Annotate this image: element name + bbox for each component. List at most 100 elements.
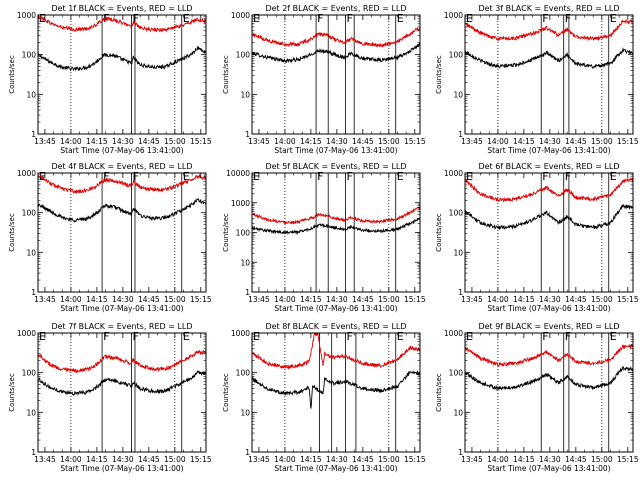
event-marker-label: F <box>565 12 571 25</box>
y-tick-label: 100 <box>22 369 37 378</box>
event-marker-label: E <box>466 330 473 343</box>
series-line-events <box>37 198 207 223</box>
series-line-lld <box>251 332 421 370</box>
x-tick-label: 14:00 <box>60 137 82 146</box>
x-tick-label: 15:00 <box>378 295 400 304</box>
x-tick-label: 14:45 <box>565 137 587 146</box>
x-tick-label: 14:00 <box>60 295 82 304</box>
x-tick-label: 14:15 <box>86 455 108 464</box>
x-tick-label: 14:30 <box>326 295 348 304</box>
series-line-events <box>464 204 634 231</box>
event-marker-label: E <box>610 330 617 343</box>
y-tick-label: 100 <box>449 209 464 218</box>
y-tick-label: 100 <box>236 369 251 378</box>
y-tick-label: 1000 <box>17 169 36 178</box>
x-tick-label: 13:45 <box>248 455 270 464</box>
x-tick-label: 14:30 <box>112 455 134 464</box>
y-tick-label: 1 <box>458 130 463 139</box>
plot-frame <box>251 332 421 453</box>
y-tick-label: 10 <box>240 258 250 267</box>
x-tick-label: 13:45 <box>248 137 270 146</box>
plot-frame <box>464 14 634 135</box>
plot-frame <box>37 14 207 135</box>
event-marker-label: F <box>565 330 571 343</box>
series-line-lld <box>37 14 207 33</box>
x-tick-label: 15:15 <box>190 137 212 146</box>
event-marker-label: F <box>103 170 109 183</box>
series-line-events <box>251 370 421 409</box>
chart-title: Det 2f BLACK = Events, RED = LLD <box>265 4 406 13</box>
x-tick-label: 15:15 <box>617 455 639 464</box>
plot-frame <box>37 332 207 453</box>
y-tick-label: 10 <box>26 90 36 99</box>
x-tick-label: 14:45 <box>138 137 160 146</box>
series-line-lld <box>251 27 421 48</box>
event-marker-label: E <box>183 12 190 25</box>
x-axis-label: Start Time (07-May-06 13:41:00) <box>60 464 183 473</box>
y-tick-label: 10 <box>453 90 463 99</box>
y-axis-label: Counts/sec <box>435 55 443 94</box>
x-tick-label: 13:45 <box>34 137 56 146</box>
series-line-events <box>251 43 421 64</box>
x-tick-label: 13:45 <box>461 295 483 304</box>
event-marker-label: F <box>347 170 353 183</box>
x-tick-label: 15:00 <box>164 137 186 146</box>
x-axis-label: Start Time (07-May-06 13:41:00) <box>274 304 397 313</box>
x-tick-label: 14:30 <box>112 137 134 146</box>
x-tick-label: 14:00 <box>487 137 509 146</box>
y-tick-label: 100 <box>236 51 251 60</box>
y-axis-label: Counts/sec <box>435 373 443 412</box>
x-tick-label: 14:30 <box>326 455 348 464</box>
y-tick-label: 10 <box>453 248 463 257</box>
plot-frame <box>37 172 207 293</box>
x-tick-label: 15:00 <box>591 295 613 304</box>
event-marker-label: E <box>39 330 46 343</box>
event-marker-label: E <box>253 330 260 343</box>
x-tick-label: 14:15 <box>86 137 108 146</box>
x-tick-label: 14:30 <box>539 295 561 304</box>
x-tick-label: 14:15 <box>513 455 535 464</box>
series-line-lld <box>251 205 421 225</box>
event-marker-label: F <box>317 12 323 25</box>
series-line-events <box>37 369 207 396</box>
chart-title: Det 8f BLACK = Events, RED = LLD <box>265 322 406 331</box>
y-tick-label: 1000 <box>231 329 250 338</box>
x-tick-label: 14:45 <box>352 455 374 464</box>
x-tick-label: 14:15 <box>513 295 535 304</box>
x-tick-label: 14:30 <box>539 455 561 464</box>
y-axis-label: Counts/sec <box>222 213 230 252</box>
x-tick-label: 13:45 <box>34 295 56 304</box>
y-tick-label: 1000 <box>444 11 463 20</box>
x-tick-label: 13:45 <box>461 137 483 146</box>
x-tick-label: 15:00 <box>164 295 186 304</box>
event-marker-label: F <box>542 330 548 343</box>
series-line-lld <box>37 349 207 374</box>
y-tick-label: 1 <box>31 448 36 457</box>
event-marker-label: E <box>397 12 404 25</box>
y-tick-label: 10 <box>240 90 250 99</box>
series-line-events <box>464 47 634 69</box>
event-marker-label: F <box>133 12 139 25</box>
event-marker-label: E <box>466 12 473 25</box>
event-marker-label: F <box>133 170 139 183</box>
x-tick-label: 15:15 <box>404 455 426 464</box>
chart-title: Det 6f BLACK = Events, RED = LLD <box>478 162 619 171</box>
x-tick-label: 15:15 <box>617 137 639 146</box>
y-tick-label: 1000 <box>17 11 36 20</box>
event-marker-label: F <box>542 12 548 25</box>
series-line-events <box>37 46 207 72</box>
x-tick-label: 14:30 <box>539 137 561 146</box>
x-tick-label: 14:30 <box>112 295 134 304</box>
series-line-lld <box>465 343 634 368</box>
series-line-lld <box>464 19 634 42</box>
y-tick-label: 1 <box>458 288 463 297</box>
